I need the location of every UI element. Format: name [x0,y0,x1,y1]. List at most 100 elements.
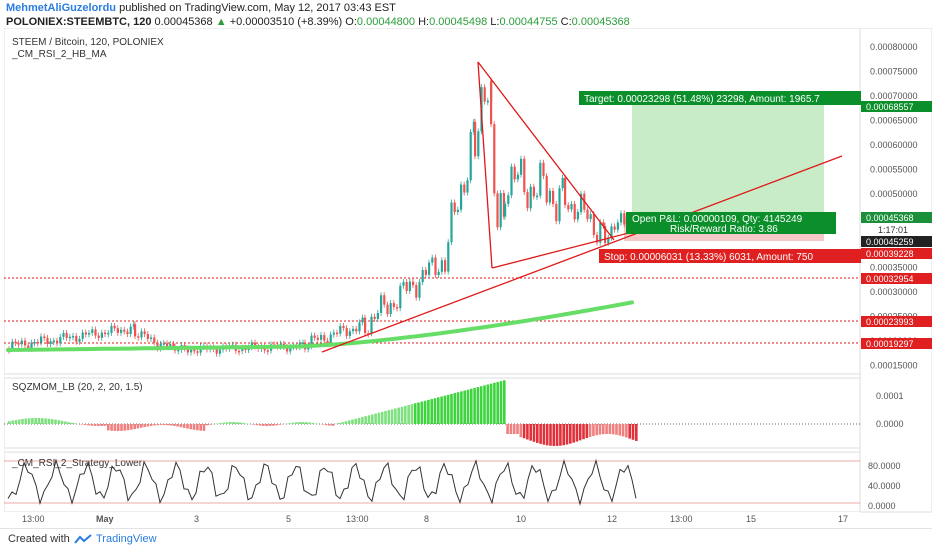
sqz-bar [599,424,602,435]
candle-body [441,260,443,272]
candle-body [493,124,495,193]
sqz-bar [18,419,21,424]
sqz-bar [444,396,447,424]
candle-body [386,305,388,314]
sqz-bar [391,409,394,424]
candle-body [339,326,341,334]
candle-body [390,303,392,314]
candle-body [470,132,472,180]
candle-body [396,307,398,309]
candle-body [40,337,42,343]
sqz-bar [490,384,493,424]
candle-body [75,336,77,342]
candle-body [620,213,622,222]
candle-body [558,188,560,221]
candle-body [14,342,16,344]
footer-brand-link[interactable]: TradingView [96,533,157,545]
candle-body [320,335,322,340]
sqz-bar [259,424,262,426]
sqz-bar [595,424,598,435]
price-tick: 0.00075000 [870,67,918,77]
sqz-bar [421,402,424,424]
level-text-3: 0.00019297 [866,339,914,349]
sqz-bar [58,420,61,424]
candle-body [374,317,376,319]
time-tick-0: 13:00 [22,514,45,524]
sqz-bar [417,402,420,424]
candle-body [450,203,452,243]
candle-body [428,263,430,275]
sqz-bar [447,395,450,424]
candle-body [88,333,90,335]
sqz-bar [143,424,146,427]
sqz-bar [190,424,193,429]
sqz-bar [199,424,202,431]
sqz-bar [157,424,160,425]
sqz-bar [609,424,612,434]
candle-body [487,101,489,103]
sqz-bar [229,422,232,424]
candle-body [134,324,136,336]
sqz-bar [124,424,127,431]
sqz-bar [289,423,292,424]
sqz-bar [374,414,377,424]
sqz-bar [206,424,209,425]
candle-body [549,191,551,203]
sqz-bar [8,421,11,424]
candle-body [137,336,139,338]
chart-canvas[interactable]: Target: 0.00023298 (51.48%) 23298, Amoun… [4,28,932,528]
candle-body [144,331,146,334]
candle-body [457,210,459,212]
candle-body [617,223,619,230]
candle-body [62,333,64,337]
candle-body [66,333,68,338]
sqz-bar [348,420,351,424]
sqz-bar [536,424,539,443]
rsi-tick-80: 80.0000 [868,461,901,471]
candle-body [484,87,486,101]
candle-body [21,341,23,345]
sqz-bar [358,418,361,424]
rr-label: Risk/Reward Ratio: 3.86 [670,224,778,235]
sqz-bar [223,423,226,424]
sqz-bar [84,424,87,425]
sqz-bar [71,423,74,424]
candle-body [523,159,525,192]
sqz-bar [500,381,503,424]
sqz-bar [110,424,113,431]
sqz-bar [533,424,536,442]
sqz-bar [589,424,592,437]
sqz-bar [503,380,506,424]
sqz-tick-1: 0.0001 [876,391,904,401]
candle-body [500,193,502,227]
sqz-bar [632,424,635,440]
candle-body [104,333,106,335]
candle-body [364,318,366,333]
candle-body [577,212,579,219]
sqz-bar [361,417,364,424]
sqz-bar [256,424,259,425]
price-tick: 0.00055000 [870,165,918,175]
candle-body [406,282,408,291]
stop-price-text: 0.00039228 [866,249,914,259]
sqz-bar [351,420,354,424]
sqz-bar [625,424,628,437]
sqz-bar [381,412,384,424]
sqz-bar [170,424,173,426]
sqz-bar [48,419,51,424]
author-link[interactable]: MehmetAliGuzelordu [6,2,116,14]
candle-body [101,333,103,338]
sqz-bar [196,424,199,430]
sqz-bar [64,421,67,424]
candle-body [216,349,218,354]
candle-body [586,210,588,219]
time-axis[interactable] [4,512,860,528]
candle-body [454,203,456,213]
sqz-bar [322,424,325,425]
candle-body [574,204,576,219]
sqz-bar [510,424,513,434]
candle-body [460,185,462,210]
candle-body [153,337,155,342]
candle-body [110,326,112,333]
ohlc-line: POLONIEX:STEEMBTC, 120 0.00045368 ▲ +0.0… [6,16,630,28]
